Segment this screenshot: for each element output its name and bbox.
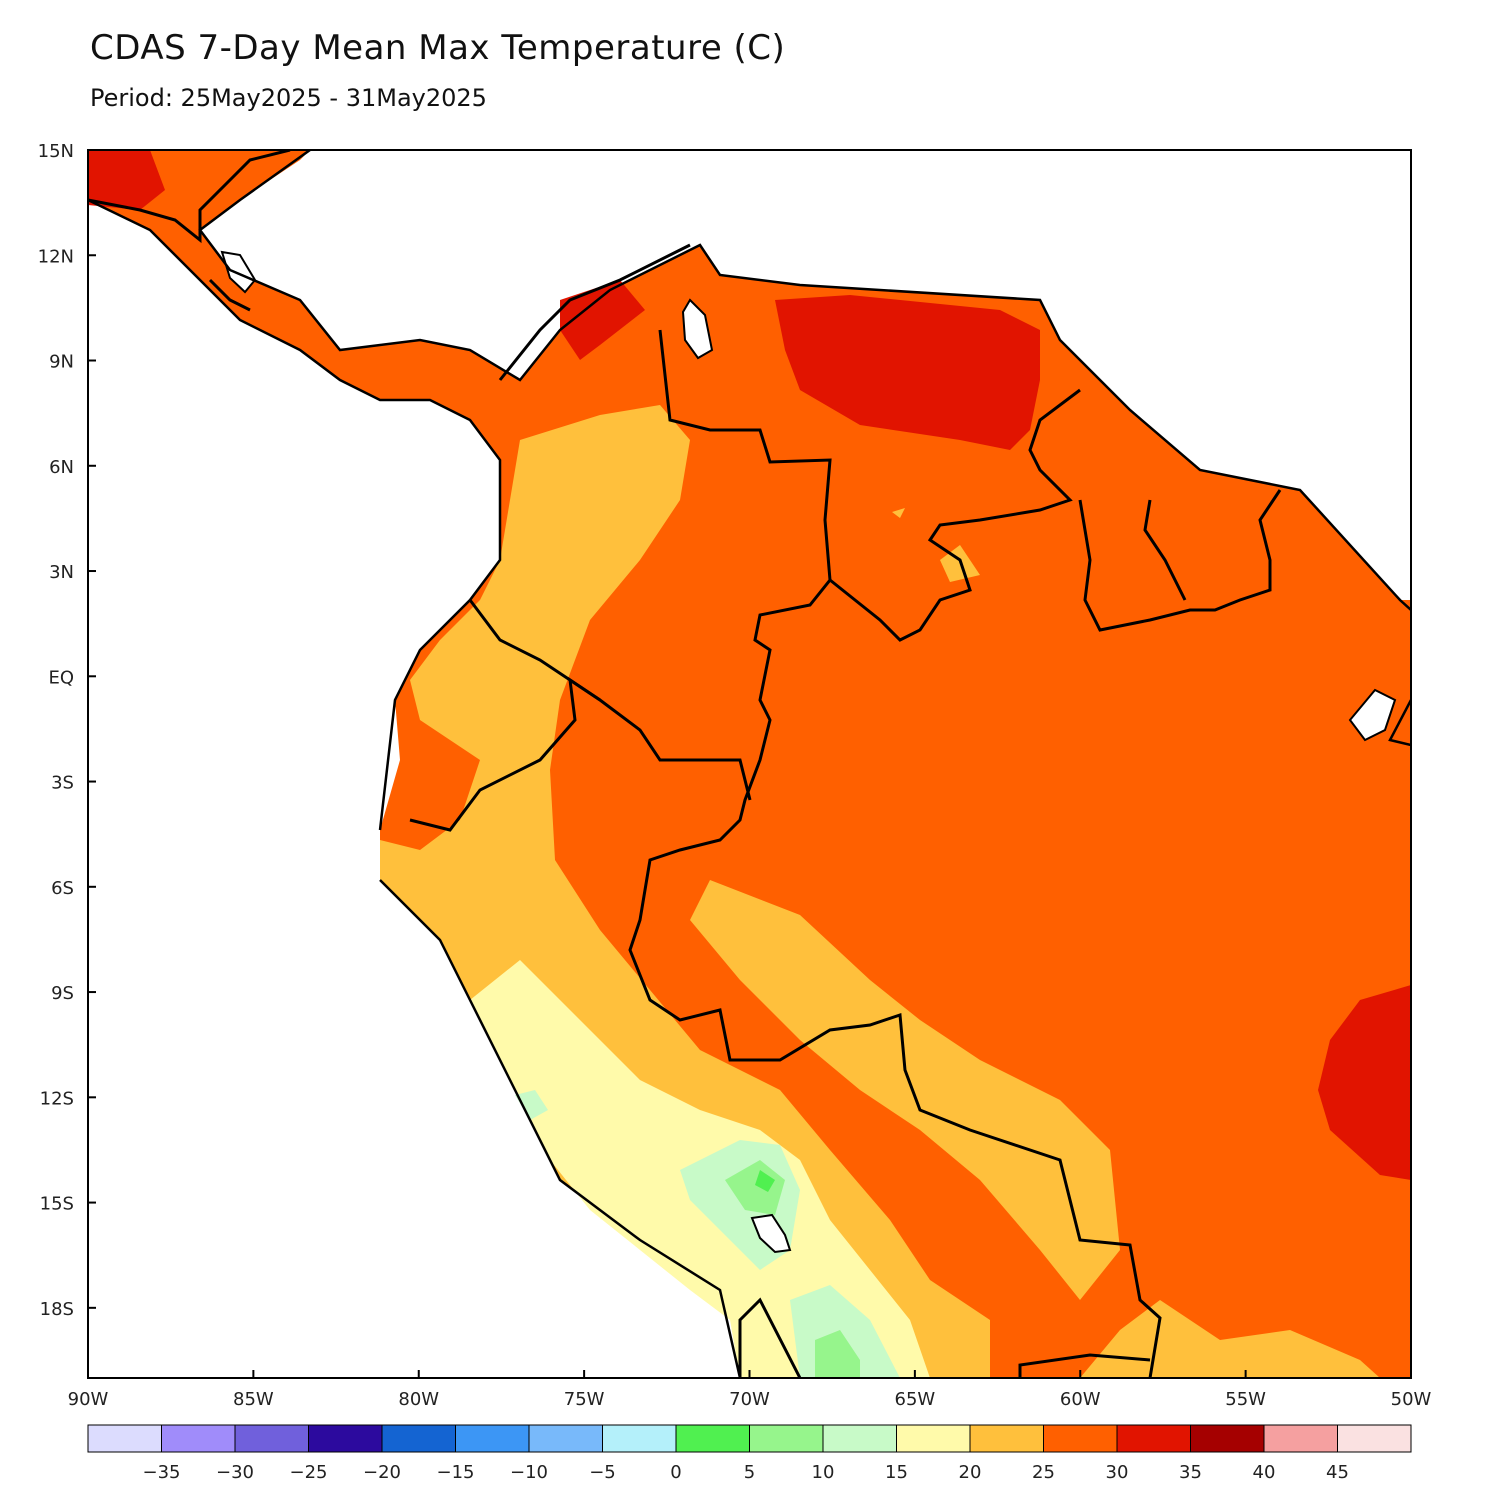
lat-label: 12N	[38, 246, 74, 267]
band-35-40-colombia-north	[560, 280, 645, 360]
colorbar-swatch	[602, 1424, 677, 1453]
band-35-40-brazil-east	[1318, 985, 1411, 1180]
lon-label: 50W	[1391, 1389, 1432, 1410]
colorbar-swatch	[87, 1424, 162, 1453]
colorbar-swatch	[1190, 1424, 1265, 1453]
band-5-10-titicaca	[755, 1170, 775, 1192]
band-25-30-spot-2	[892, 508, 905, 518]
coastline	[88, 150, 1411, 1378]
band-25-30-amazon	[690, 880, 1120, 1300]
lake-titicaca	[750, 1213, 792, 1254]
lon-label: 65W	[895, 1389, 936, 1410]
colorbar-swatch	[528, 1424, 603, 1453]
colorbar-swatch	[896, 1424, 971, 1453]
colorbar-swatch	[161, 1424, 236, 1453]
colorbar-label: −30	[216, 1462, 254, 1483]
colorbar-swatch	[675, 1424, 750, 1453]
lon-label: 75W	[564, 1389, 605, 1410]
lon-label: 55W	[1225, 1389, 1266, 1410]
lon-label: 80W	[398, 1389, 439, 1410]
colorbar-swatch	[969, 1424, 1044, 1453]
lon-label: 60W	[1060, 1389, 1101, 1410]
colorbar-swatch	[234, 1424, 309, 1453]
lat-label: 6S	[51, 878, 74, 899]
lat-label: 6N	[49, 457, 74, 478]
band-25-30-southeast	[1080, 1300, 1380, 1378]
colorbar-label: −10	[510, 1462, 548, 1483]
colorbar-swatch	[381, 1424, 456, 1453]
lat-label: 12S	[40, 1088, 74, 1109]
lake-maracaibo	[681, 298, 714, 360]
colorbar-swatch	[1116, 1424, 1191, 1453]
lat-label: 15N	[38, 141, 74, 162]
map-subtitle: Period: 25May2025 - 31May2025	[90, 84, 487, 112]
lat-label: 15S	[40, 1194, 74, 1215]
colorbar-label: 10	[812, 1462, 835, 1483]
country-borders	[88, 150, 1282, 1378]
colorbar-swatch	[308, 1424, 383, 1453]
lat-label: EQ	[48, 667, 74, 688]
colorbar-label: −20	[363, 1462, 401, 1483]
map-title: CDAS 7-Day Mean Max Temperature (C)	[90, 28, 786, 68]
colorbar-label: −25	[290, 1462, 328, 1483]
band-35-40-venezuela	[775, 295, 1040, 450]
colorbar-label: −5	[589, 1462, 616, 1483]
band-10-15-titicaca	[725, 1160, 785, 1215]
lat-label: 9N	[49, 352, 74, 373]
colorbar-label: 20	[959, 1462, 982, 1483]
band-35-40-central-america	[88, 150, 165, 210]
lat-label: 9S	[51, 983, 74, 1004]
band-10-15-altiplano	[815, 1330, 860, 1378]
lake-nicaragua	[220, 250, 257, 294]
amazon-delta	[1348, 688, 1397, 742]
colorbar-label: −35	[143, 1462, 181, 1483]
colorbar-swatch	[822, 1424, 897, 1453]
latitude-axis: 15N 12N 9N 6N 3N EQ 3S 6S 9S 12S 15S 18S	[38, 141, 96, 1320]
colorbar-label: 30	[1106, 1462, 1129, 1483]
colorbar-label: 45	[1326, 1462, 1349, 1483]
colorbar-label: 15	[885, 1462, 908, 1483]
lat-label: 3S	[51, 773, 74, 794]
colorbar-label: 5	[744, 1462, 755, 1483]
colorbar-swatch	[1043, 1424, 1118, 1453]
lat-label: 18S	[40, 1299, 74, 1320]
band-25-30-west	[380, 405, 990, 1378]
lon-label: 85W	[233, 1389, 274, 1410]
colorbar-swatch	[1263, 1424, 1338, 1453]
colorbar-swatch	[1337, 1424, 1412, 1453]
colorbar-label: 40	[1253, 1462, 1276, 1483]
colorbar-swatch	[749, 1424, 824, 1453]
colorbar: −35 −30 −25 −20 −15 −10 −5 0 5 10 15 20 25 30 35 40 45	[87, 1424, 1412, 1483]
colorbar-swatch	[455, 1424, 530, 1453]
colorbar-label: 25	[1032, 1462, 1055, 1483]
lon-label: 90W	[68, 1389, 109, 1410]
colorbar-label: −15	[437, 1462, 475, 1483]
lat-label: 3N	[49, 562, 74, 583]
lon-label: 70W	[729, 1389, 770, 1410]
land-base	[88, 150, 1411, 1378]
longitude-axis: 90W 85W 80W 75W 70W 65W 60W 55W 50W	[68, 1370, 1432, 1410]
colorbar-label: 0	[670, 1462, 681, 1483]
colorbar-label: 35	[1179, 1462, 1202, 1483]
band-15-20-coast	[515, 1090, 548, 1120]
temperature-field	[88, 150, 1411, 1378]
